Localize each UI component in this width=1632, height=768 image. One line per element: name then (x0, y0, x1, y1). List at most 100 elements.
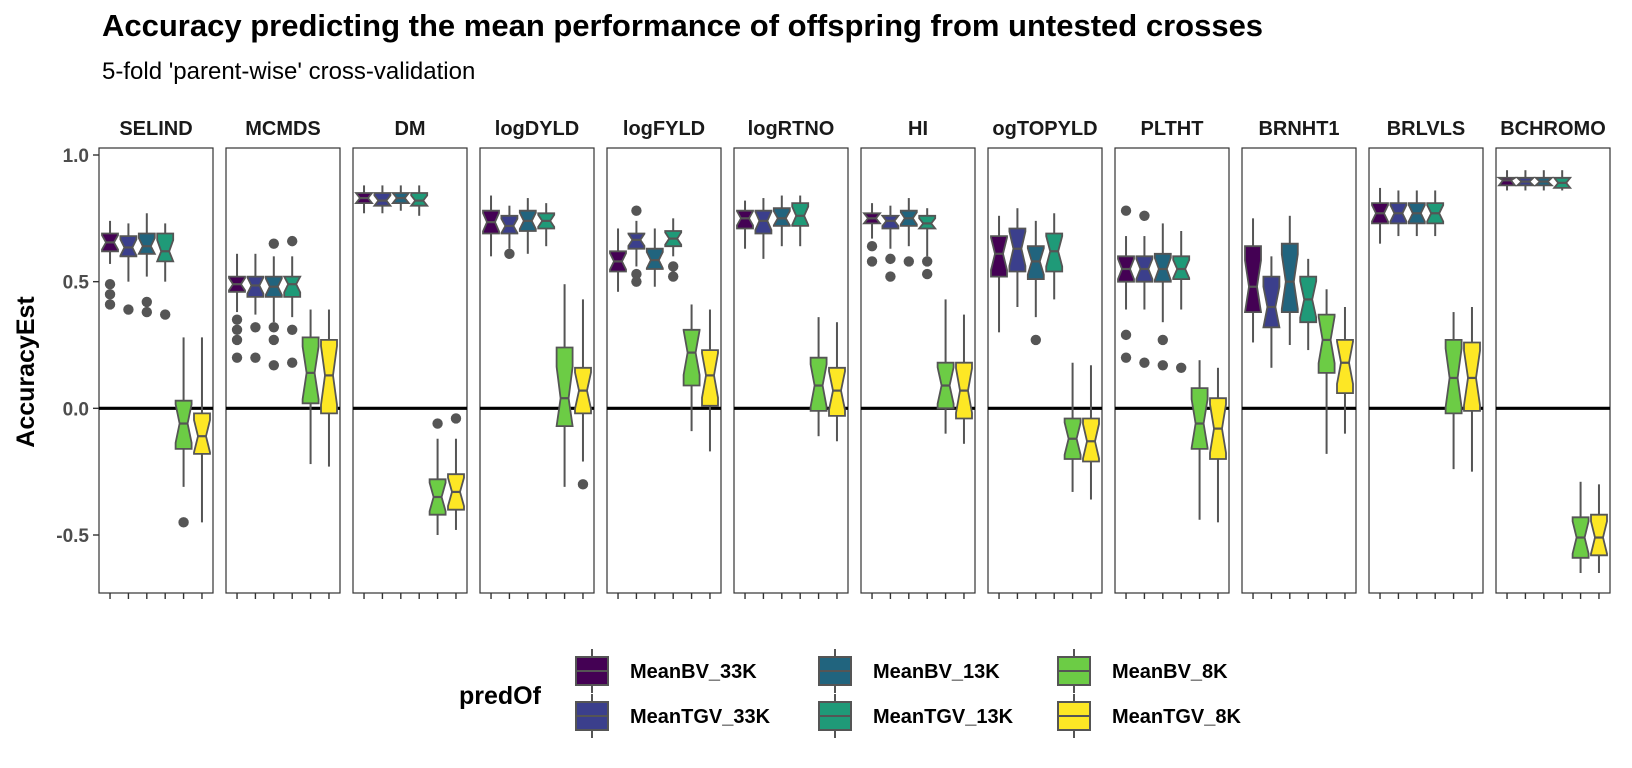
notched-box (1026, 245, 1045, 281)
notched-box (627, 232, 646, 250)
outlier-point (286, 357, 298, 368)
box-meanbv_13k (645, 228, 664, 287)
outlier-point (286, 235, 298, 247)
facet-strip-label: HI (908, 118, 928, 140)
box-meantgv_8k (1082, 365, 1100, 500)
box-meanbv_33k (354, 185, 374, 214)
notched-box (1495, 176, 1519, 187)
outlier-point (1120, 352, 1132, 363)
outlier-point (250, 352, 261, 363)
chart-subtitle: 5-fold 'parent-wise' cross-validation (102, 58, 476, 85)
box-meantgv_8k (193, 337, 211, 523)
legend-item-meanbv_33k: MeanBV_33K (575, 649, 757, 693)
outlier-point (921, 256, 933, 267)
notched-box (880, 214, 901, 230)
notched-box (1280, 242, 1299, 314)
facet-strip-label: ogTOPYLD (992, 118, 1097, 140)
facet-panel-ogtopyld: ogTOPYLD (987, 118, 1103, 599)
box-meanbv_8k (682, 304, 701, 432)
outlier-point (885, 253, 896, 265)
facet-panel-pltht: PLTHT (1114, 118, 1230, 599)
box-meantgv_13k (1552, 170, 1573, 191)
panel-border (1241, 147, 1357, 594)
facet-strip-label: BRNHT1 (1258, 118, 1339, 140)
notched-box (320, 338, 338, 415)
box-meantgv_13k (409, 185, 430, 216)
outlier-point (903, 256, 915, 267)
box-meantgv_33k (1262, 256, 1281, 368)
facet-strip-label: BCHROMO (1500, 118, 1606, 140)
box-meantgv_33k (372, 185, 393, 214)
box-meantgv_13k (155, 223, 175, 320)
outlier-point (1175, 362, 1187, 373)
box-meanbv_8k (1571, 481, 1590, 573)
legend-label: MeanBV_33K (630, 661, 757, 683)
facet-panel-logfyld: logFYLD (606, 118, 722, 599)
notched-box (701, 349, 719, 407)
box-meanbv_33k (482, 195, 500, 257)
outlier-point (504, 248, 515, 259)
outlier-point (104, 289, 116, 300)
outlier-point (866, 241, 878, 252)
legend-item-meantgv_13k: MeanTGV_13K (818, 694, 1014, 738)
box-meanbv_33k (1495, 170, 1519, 191)
outlier-point (866, 256, 878, 267)
facet-strip-label: logFYLD (623, 118, 705, 140)
outlier-point (104, 299, 116, 310)
box-meanbv_8k (1063, 362, 1082, 492)
outlier-point (631, 276, 642, 287)
outlier-point (250, 322, 261, 333)
box-meanbv_33k (101, 220, 119, 310)
outlier-point (1139, 357, 1150, 368)
box-meanbv_33k (228, 253, 246, 363)
box-meantgv_8k (1336, 307, 1354, 434)
notched-box (1262, 275, 1281, 329)
facet-panel-logdyld: logDYLD (479, 118, 595, 599)
notched-box (828, 366, 846, 417)
outlier-point (921, 268, 933, 280)
box-meantgv_33k (246, 253, 265, 363)
box-meantgv_8k (574, 299, 592, 490)
y-axis: -0.5 0.0 0.5 1.0 (56, 146, 99, 547)
box-meantgv_8k (1463, 307, 1481, 472)
box-meantgv_13k (664, 218, 683, 282)
box-meanbv_33k (609, 228, 627, 292)
notched-box (791, 202, 810, 227)
panel-border (1114, 147, 1230, 594)
box-meantgv_33k (1135, 210, 1154, 368)
box-meanbv_13k (772, 195, 791, 247)
box-meanbv_13k (264, 238, 283, 371)
notched-box (137, 232, 157, 255)
facet-strip-label: logDYLD (495, 118, 579, 140)
outlier-point (577, 479, 589, 490)
notched-box (555, 346, 574, 428)
box-meantgv_33k (1515, 170, 1536, 191)
legend-label: MeanTGV_8K (1112, 706, 1241, 728)
box-meanbv_8k (1444, 312, 1463, 470)
box-meantgv_8k (701, 309, 719, 452)
outlier-point (231, 334, 243, 346)
y-tick-label: 0.0 (63, 399, 89, 420)
box-meanbv_33k (736, 200, 754, 249)
legend-title: predOf (459, 682, 542, 710)
notched-box (246, 275, 265, 298)
notched-box (1008, 227, 1027, 273)
outlier-point (123, 304, 134, 315)
notched-box (1317, 313, 1336, 374)
box-meanbv_8k (555, 284, 574, 487)
facet-strip-label: SELIND (119, 118, 192, 140)
box-meantgv_13k (537, 203, 556, 247)
box-meanbv_13k (390, 185, 411, 211)
box-meantgv_13k (917, 208, 938, 280)
y-axis-label: AccuracyEst (12, 296, 40, 448)
outlier-point (141, 306, 153, 318)
box-meantgv_33k (1008, 208, 1027, 307)
notched-box (409, 192, 430, 207)
outlier-point (885, 271, 896, 282)
box-meantgv_33k (754, 198, 773, 259)
box-meantgv_8k (447, 413, 465, 530)
outlier-point (231, 314, 243, 325)
outlier-point (1139, 210, 1150, 221)
facet-panels: SELIND MCMDS DM logDYLD logFYLD logRTNO HI ogTO… (98, 118, 1611, 599)
